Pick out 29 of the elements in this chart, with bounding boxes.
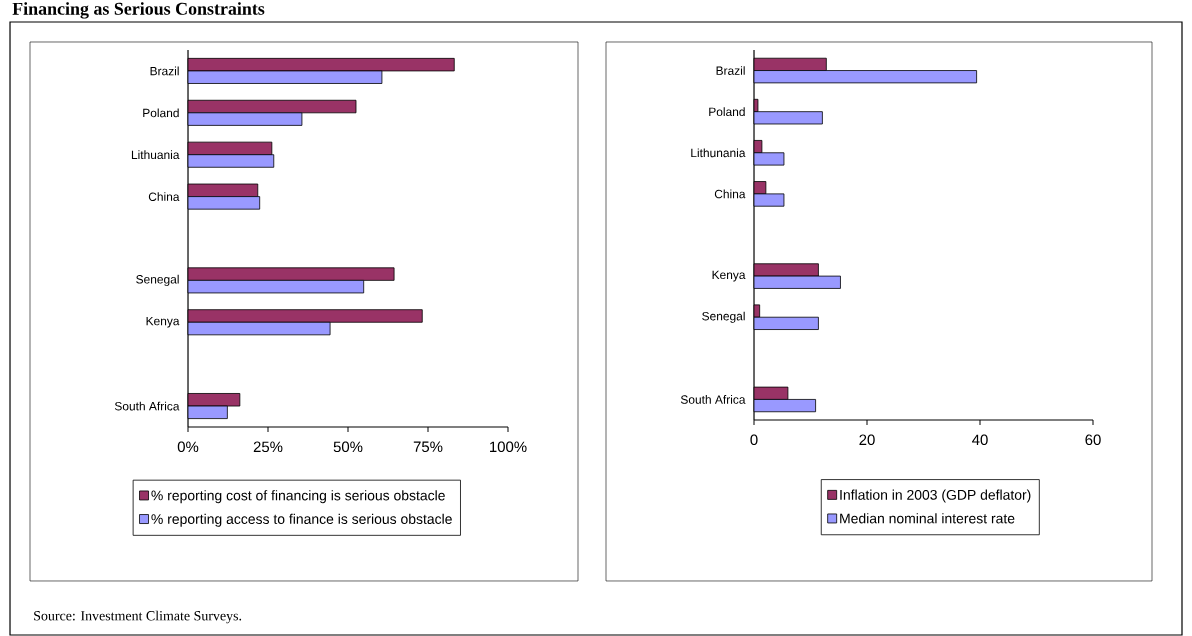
y-tick-label: South Africa [680,395,746,404]
x-tick-label: 60 [1085,434,1101,446]
y-tick-label: Senegal [702,311,745,323]
y-tick-label: Senegal [136,274,179,286]
source-note: Source: Investment Climate Surveys. [34,610,242,624]
y-tick-label: South Africa [114,401,180,411]
y-tick-label: Lithuania [131,150,180,160]
x-tick-label: 25% [253,441,283,453]
legend-label: Median nominal interest rate [840,513,1015,524]
y-tick-label: Lithunania [691,148,746,158]
y-tick-label: Kenya [712,270,746,282]
y-tick-label: Poland [143,108,179,118]
y-tick-label: Brazil [150,66,179,76]
y-tick-label: Brazil [716,66,745,75]
legend-label: Inflation in 2003 (GDP deflator) [840,489,1031,503]
y-tick-label: Poland [709,107,745,117]
x-tick-label: 75% [413,441,443,453]
chart-title: Financing as Serious Constraints [12,2,265,19]
x-tick-label: 20 [859,434,875,446]
legend-label: % reporting access to finance is serious obstacle [151,513,452,527]
y-tick-label: China [148,192,180,201]
y-tick-label: China [714,189,746,199]
x-tick-label: 0 [750,434,758,446]
y-tick-label: Kenya [146,316,180,328]
legend-label: % reporting cost of financing is serious obstacle [151,490,445,504]
x-tick-label: 40 [972,434,988,446]
x-tick-label: 0% [177,441,199,453]
x-tick-label: 100% [490,441,527,453]
x-tick-label: 50% [333,441,363,453]
